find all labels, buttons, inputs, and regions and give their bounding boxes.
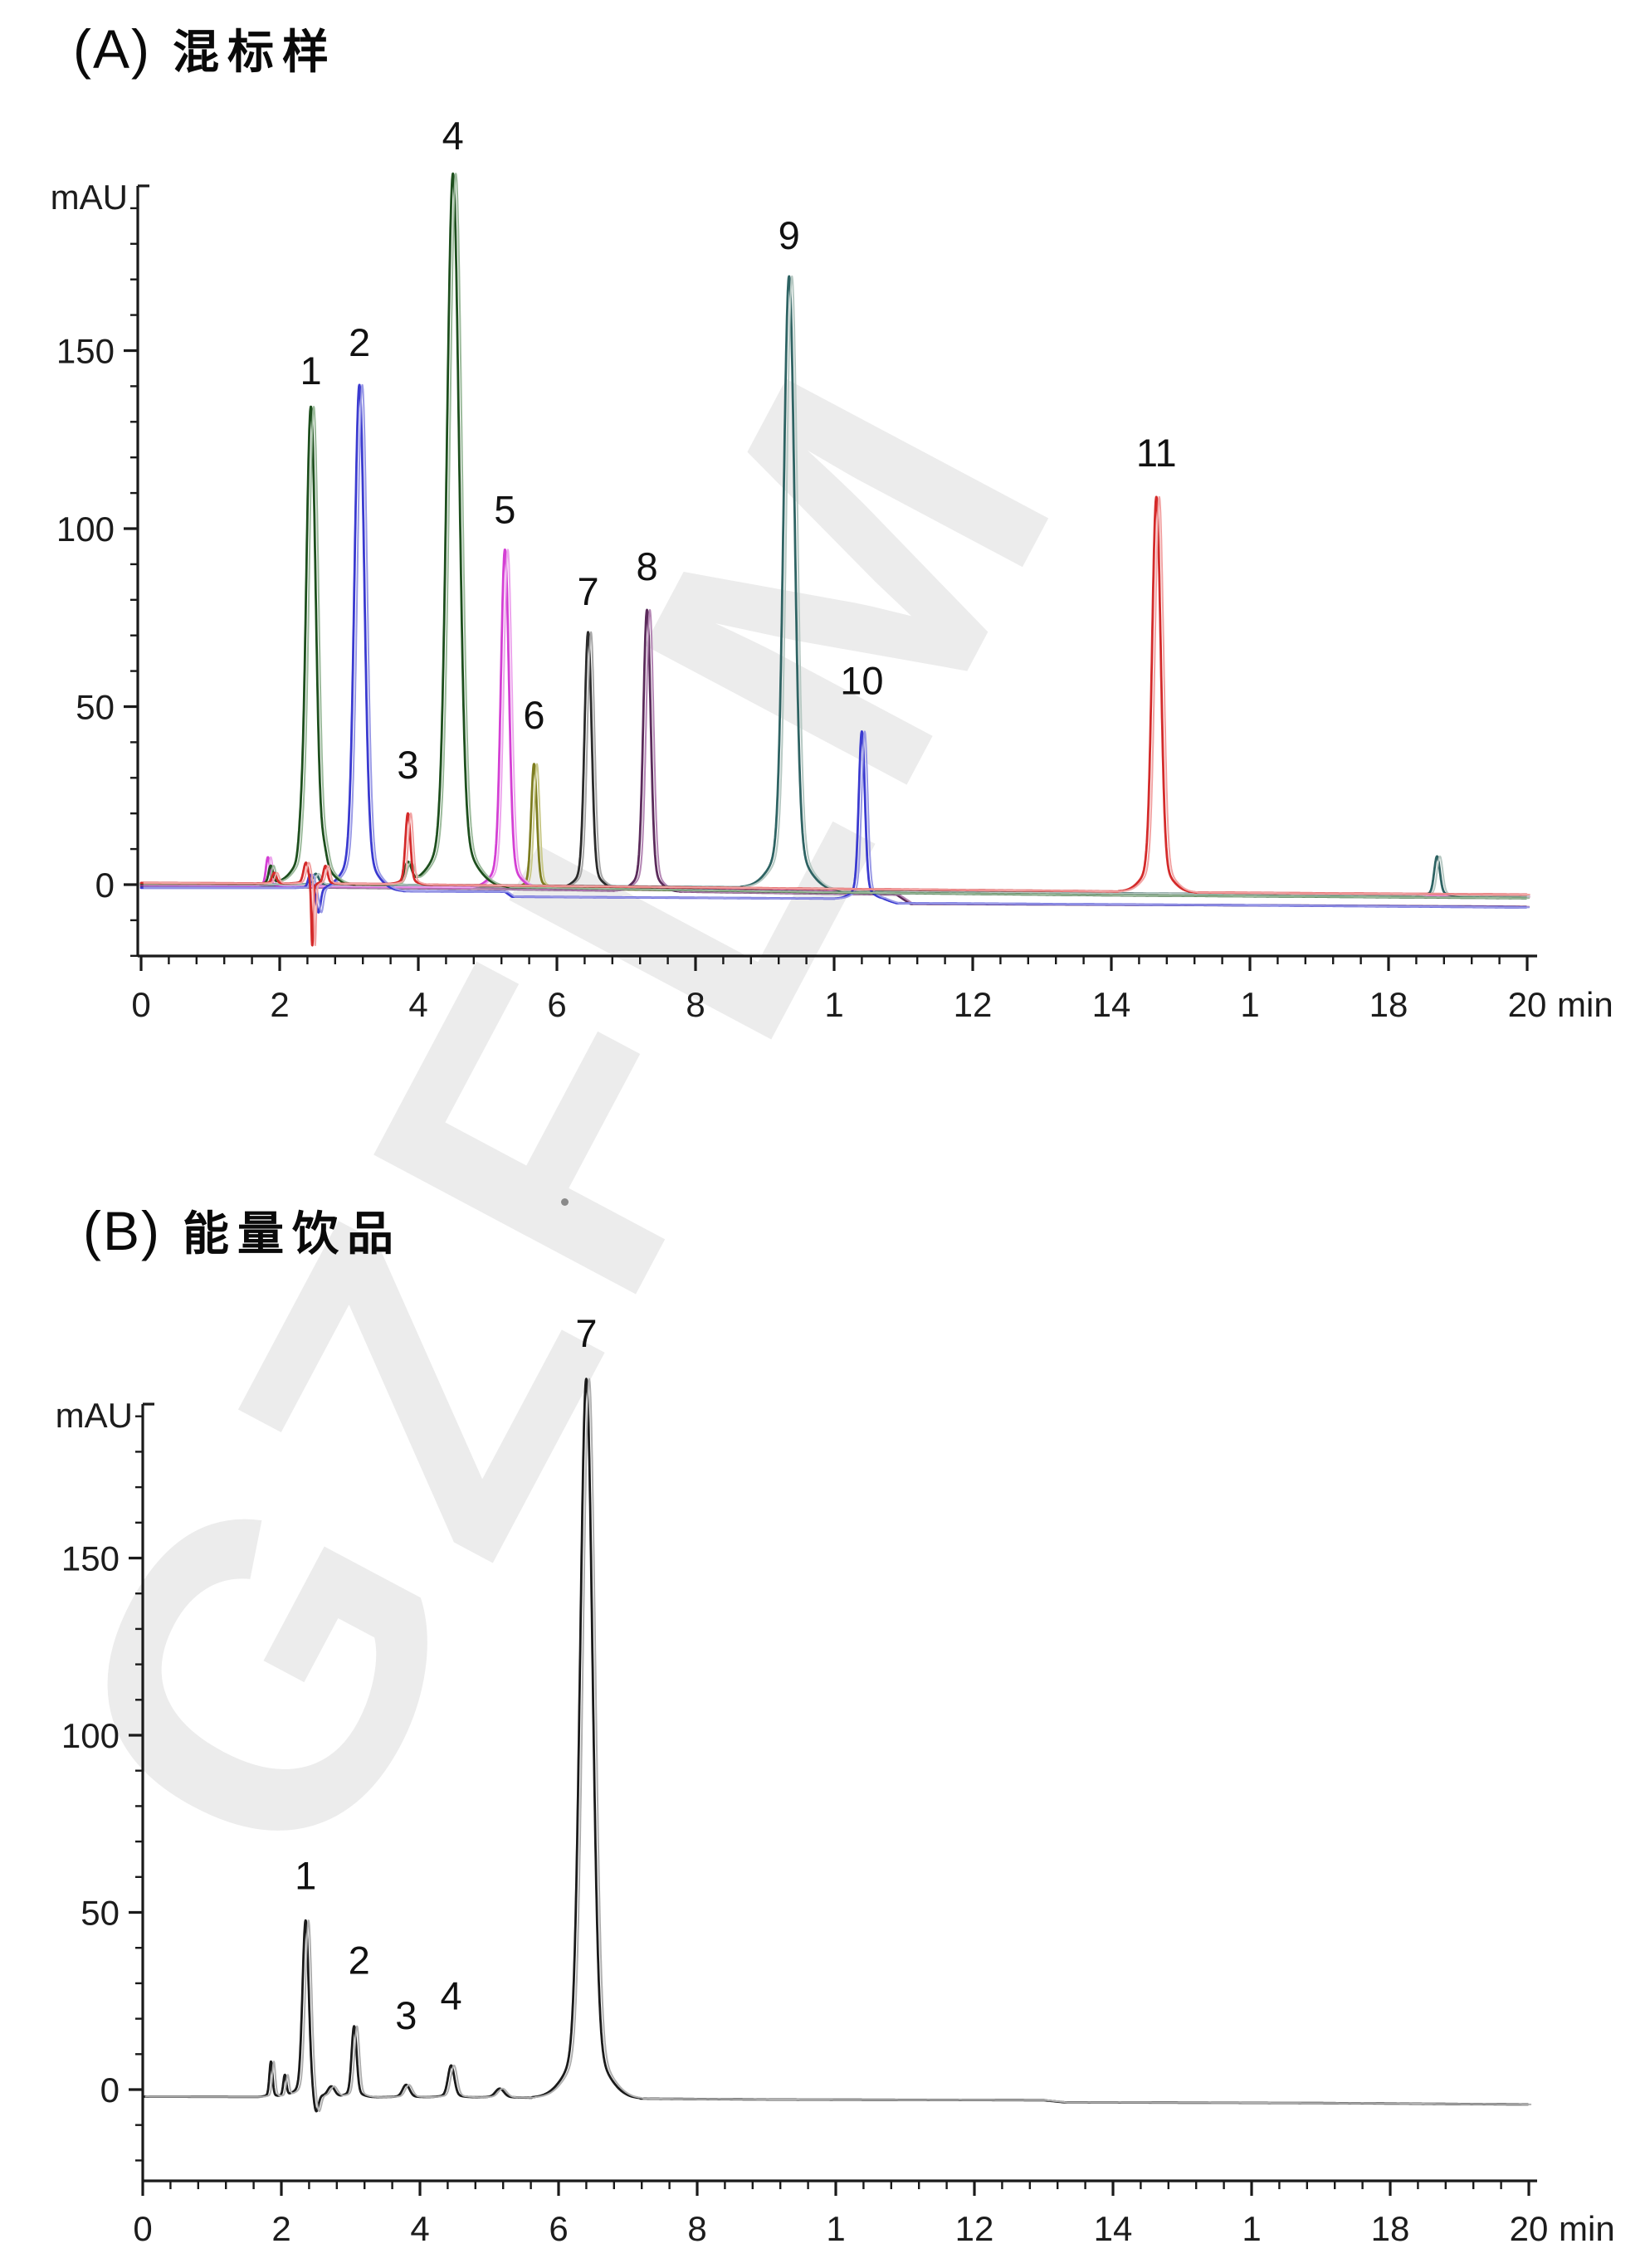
x-tick-label: 18 xyxy=(1371,2209,1410,2248)
x-tick-label: 0 xyxy=(131,985,150,1024)
peak-labels-b: 123 4 7 xyxy=(295,1311,597,2037)
x-tick-label: 1 xyxy=(1242,2209,1261,2248)
y-tick-label: 0 xyxy=(95,866,115,905)
panel-a-title-text: 混标样 xyxy=(172,26,337,78)
panel-b-title-text: 能量饮品 xyxy=(182,1207,402,1260)
x-axis-unit: min xyxy=(1557,985,1613,1024)
x-tick-label: 20 xyxy=(1510,2209,1549,2248)
peak-label-2: 2 xyxy=(349,320,370,364)
x-tick-label: 20 xyxy=(1508,985,1547,1024)
y-axis-unit: mAU xyxy=(51,178,128,217)
peak-label-9: 9 xyxy=(779,213,800,257)
peak-label-5: 5 xyxy=(494,487,515,531)
trace-blue-peaks2-10 xyxy=(139,383,1528,914)
x-tick-label: 4 xyxy=(408,985,427,1024)
x-tick-label: 14 xyxy=(1092,985,1131,1024)
y-tick-label: 150 xyxy=(56,332,115,371)
trace-green-peaks1-4-highlight xyxy=(143,173,1530,900)
trace-blue-peaks2-10-highlight xyxy=(143,383,1530,914)
x-tick-label: 18 xyxy=(1369,985,1408,1024)
y-tick-label: 150 xyxy=(61,1539,120,1578)
x-axis-unit: min xyxy=(1559,2209,1615,2248)
panel-b-title: (B) 能量饮品 xyxy=(83,1197,402,1264)
x-tick-label: 12 xyxy=(955,2209,994,2248)
x-tick-label: 12 xyxy=(954,985,993,1024)
y-tick-label: 100 xyxy=(61,1716,120,1755)
peak-label-10: 10 xyxy=(840,658,883,702)
panel-b-letter: (B) xyxy=(83,1200,161,1261)
y-axis-unit: mAU xyxy=(56,1396,133,1435)
trace-black-sample-highlight xyxy=(144,1378,1532,2113)
x-tick-label: 8 xyxy=(687,2209,706,2248)
x-tick-label: 8 xyxy=(686,985,705,1024)
trace-magenta-peak5 xyxy=(139,549,1528,898)
peak-label-4: 4 xyxy=(442,114,464,158)
x-tick-label: 1 xyxy=(826,2209,845,2248)
peak-labels-a: 12 3 4 5 6 78 9 10 11 xyxy=(300,114,1177,787)
traces-a xyxy=(139,172,1530,947)
peak-label-1: 1 xyxy=(300,349,322,393)
x-tick-label: 1 xyxy=(824,985,843,1024)
peak-label-1: 1 xyxy=(295,1854,316,1898)
peak-label-6: 6 xyxy=(523,693,544,737)
trace-black-sample xyxy=(141,1378,1530,2113)
y-tick-label: 50 xyxy=(76,688,115,727)
axes-b xyxy=(129,1402,1537,2196)
x-tick-label: 4 xyxy=(410,2209,429,2248)
panel-a-title: (A) 混标样 xyxy=(73,15,337,82)
x-tick-label: 1 xyxy=(1240,985,1259,1024)
peak-label-11: 11 xyxy=(1136,431,1177,475)
peak-label-4: 4 xyxy=(441,1974,462,2018)
stray-dot xyxy=(561,1198,569,1206)
panel-a-letter: (A) xyxy=(73,18,151,80)
x-tick-label: 2 xyxy=(271,2209,290,2248)
peak-label-8: 8 xyxy=(636,544,657,588)
y-tick-label: 100 xyxy=(56,510,115,549)
peak-label-7: 7 xyxy=(578,569,599,613)
x-tick-label: 0 xyxy=(133,2209,152,2248)
trace-purple-peak8 xyxy=(139,608,1528,908)
axes-a xyxy=(124,184,1537,971)
peak-label-7: 7 xyxy=(575,1311,597,1355)
traces-b xyxy=(141,1378,1532,2113)
x-tick-label: 6 xyxy=(547,985,566,1024)
x-tick-label: 6 xyxy=(549,2209,568,2248)
peak-label-2: 2 xyxy=(349,1939,370,1983)
y-tick-label: 50 xyxy=(81,1894,120,1933)
peak-label-3: 3 xyxy=(395,1993,417,2037)
peak-label-3: 3 xyxy=(397,743,418,787)
trace-red-peaks3-11 xyxy=(139,495,1528,947)
y-tick-label: 0 xyxy=(100,2070,120,2109)
x-tick-label: 2 xyxy=(270,985,289,1024)
x-tick-label: 14 xyxy=(1094,2209,1133,2248)
trace-red-peaks3-11-highlight xyxy=(143,495,1530,947)
